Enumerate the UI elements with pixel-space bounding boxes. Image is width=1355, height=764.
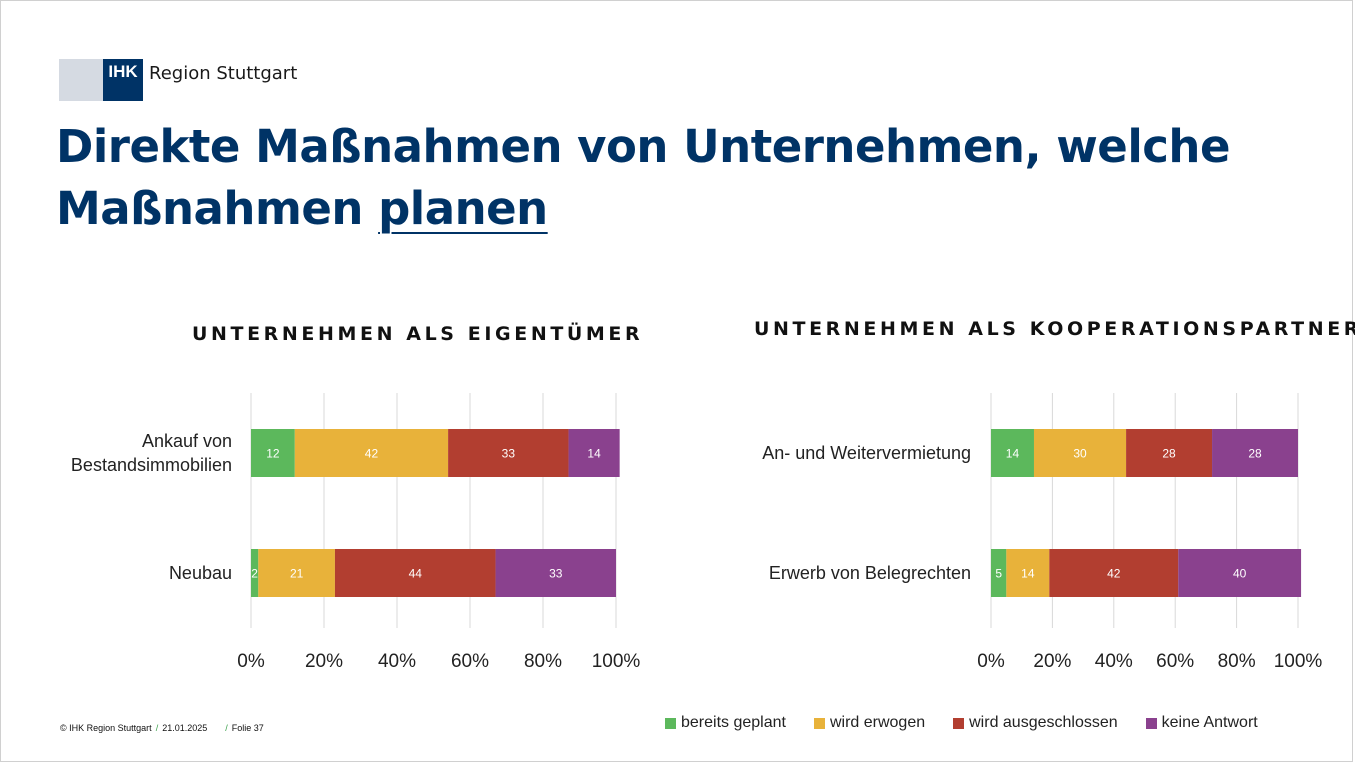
legend-label: wird ausgeschlossen — [969, 714, 1118, 731]
title-underlined-word: planen — [378, 182, 548, 235]
bar-segment — [1126, 429, 1213, 477]
bar-segment — [251, 549, 259, 597]
footer-separator: / — [155, 723, 159, 733]
data-label: 5 — [995, 567, 1002, 581]
data-label: 28 — [1248, 447, 1262, 461]
x-tick-label: 80% — [1218, 651, 1256, 672]
category-label: Neubau — [169, 563, 232, 583]
ihk-logo: IHK Region Stuttgart — [59, 59, 297, 101]
category-label-line: Bestandsimmobilien — [71, 455, 232, 475]
category-label-line: Erwerb von Belegrechten — [769, 563, 971, 583]
bar-segment — [1049, 549, 1179, 597]
legend-label: wird erwogen — [829, 714, 926, 731]
logo-text: Region Stuttgart — [149, 62, 298, 84]
bar-segment — [495, 549, 616, 597]
legend: bereits geplant wird erwogen wird ausges… — [665, 714, 1258, 732]
data-label: 12 — [266, 447, 280, 461]
footer-copyright: © IHK Region Stuttgart — [60, 723, 152, 733]
legend-label: bereits geplant — [681, 714, 786, 731]
bar-segment — [1006, 549, 1050, 597]
legend-item-bereits-geplant: bereits geplant — [665, 714, 786, 732]
chart-eigentuemer: 0% 20% 40% 60% 80% 100% 12 42 33 14 Ankauf von Best… — [71, 393, 640, 672]
title-line-2-prefix: Maßnahmen — [56, 182, 379, 235]
x-tick-label: 100% — [1274, 651, 1323, 672]
category-label-line: Neubau — [169, 563, 232, 583]
x-tick-label: 40% — [1095, 651, 1133, 672]
x-tick-label: 60% — [1156, 651, 1194, 672]
data-label: 14 — [1006, 447, 1020, 461]
x-tick-label: 20% — [305, 651, 343, 672]
footer-date: 21.01.2025 — [162, 723, 208, 733]
category-label-line: Ankauf von — [142, 431, 232, 451]
legend-swatch — [953, 717, 965, 729]
data-label: 40 — [1233, 567, 1247, 581]
chart-title-eigentuemer: UNTERNEHMEN ALS EIGENTÜMER — [192, 323, 644, 345]
bar-segment — [448, 429, 569, 477]
category-label: Erwerb von Belegrechten — [769, 563, 971, 583]
legend-item-wird-ausgeschlossen: wird ausgeschlossen — [953, 714, 1118, 732]
data-label: 2 — [251, 567, 258, 581]
legend-item-wird-erwogen: wird erwogen — [813, 714, 926, 732]
footer-separator: / — [225, 723, 228, 733]
category-label: Ankauf von Bestandsimmobilien — [71, 431, 232, 475]
x-tick-label: 0% — [237, 651, 265, 672]
category-label-line: An- und Weitervermietung — [762, 443, 971, 463]
data-label: 28 — [1162, 447, 1176, 461]
chart-title-kooperationspartner: UNTERNEHMEN ALS KOOPERATIONSPARTNER — [754, 318, 1355, 340]
logo-box: IHK — [103, 59, 143, 101]
legend-label: keine Antwort — [1161, 714, 1258, 731]
bar-segment — [991, 429, 1034, 477]
bar-segment — [991, 549, 1007, 597]
bar-segment — [334, 549, 496, 597]
chart-kooperationspartner: 0% 20% 40% 60% 80% 100% 14 30 28 28 An- und Weiter… — [762, 393, 1323, 672]
category-label: An- und Weitervermietung — [762, 443, 971, 463]
data-label: 33 — [549, 567, 563, 581]
x-tick-label: 80% — [524, 651, 562, 672]
x-tick-label: 20% — [1033, 651, 1071, 672]
data-label: 42 — [365, 447, 379, 461]
footer: © IHK Region Stuttgart/21.01.2025/Folie … — [60, 723, 264, 733]
bar-segment — [1212, 429, 1298, 477]
bar-segment — [258, 549, 335, 597]
legend-swatch — [665, 717, 676, 729]
footer-slide: Folie 37 — [231, 723, 264, 733]
bar-segment — [568, 429, 620, 477]
title-line-1: Direkte Maßnahmen von Unternehmen, welch… — [56, 120, 1230, 173]
data-label: 44 — [409, 567, 423, 581]
page-title: Direkte Maßnahmen von Unternehmen, welch… — [56, 116, 1230, 240]
legend-item-keine-antwort: keine Antwort — [1145, 714, 1258, 732]
x-tick-label: 60% — [451, 651, 489, 672]
x-tick-label: 0% — [977, 651, 1005, 672]
bar-segment — [1178, 549, 1302, 597]
legend-swatch — [1145, 717, 1157, 729]
bar-segment — [294, 429, 449, 477]
bar-segment — [251, 429, 295, 477]
data-label: 33 — [502, 447, 516, 461]
data-label: 42 — [1107, 567, 1121, 581]
bar-segment — [1033, 429, 1127, 477]
data-label: 14 — [587, 447, 601, 461]
logo-grey-block — [59, 59, 103, 101]
data-label: 14 — [1021, 567, 1035, 581]
x-tick-label: 100% — [592, 651, 640, 672]
legend-swatch — [813, 717, 825, 729]
data-label: 21 — [290, 567, 304, 581]
x-tick-label: 40% — [378, 651, 416, 672]
data-label: 30 — [1073, 447, 1087, 461]
